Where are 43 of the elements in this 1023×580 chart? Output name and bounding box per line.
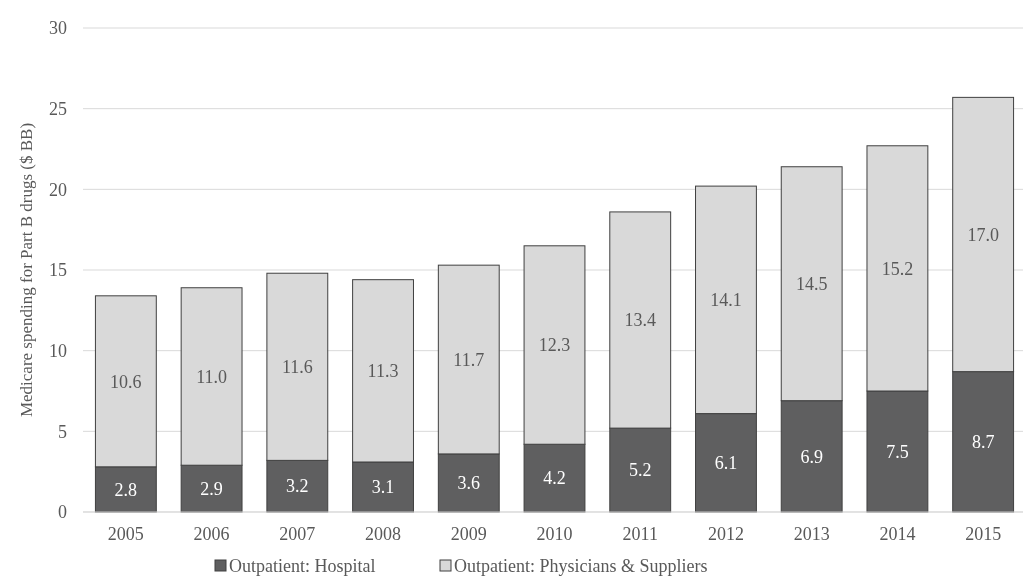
data-label: 6.9 — [800, 446, 823, 467]
x-tick-label: 2007 — [279, 524, 316, 544]
data-label: 14.5 — [795, 274, 828, 295]
y-tick-label: 30 — [49, 18, 67, 39]
data-label: 5.2 — [628, 460, 652, 481]
data-label: 11.6 — [281, 357, 313, 378]
x-tick-label: 2015 — [965, 524, 1002, 544]
data-label: 11.3 — [367, 361, 399, 382]
x-tick-label: 2009 — [450, 524, 487, 544]
data-label: 11.7 — [453, 349, 485, 370]
y-tick-label: 0 — [58, 502, 67, 523]
y-tick-label: 20 — [49, 179, 67, 200]
legend-label: Outpatient: Physicians & Suppliers — [454, 556, 708, 576]
x-tick-label: 2013 — [793, 524, 830, 544]
data-label: 6.1 — [714, 453, 738, 474]
data-label: 3.6 — [457, 473, 481, 494]
data-label: 2.8 — [114, 479, 138, 500]
x-tick-label: 2008 — [365, 524, 402, 544]
data-label: 7.5 — [886, 441, 909, 462]
y-tick-label: 5 — [58, 421, 67, 442]
y-tick-label: 10 — [49, 340, 67, 361]
data-label: 2.9 — [200, 478, 223, 499]
x-tick-label: 2006 — [193, 524, 230, 544]
data-label: 4.2 — [543, 468, 566, 489]
x-tick-label: 2011 — [622, 524, 658, 544]
data-label: 10.6 — [110, 371, 142, 392]
legend-label: Outpatient: Hospital — [229, 556, 376, 576]
x-tick-label: 2005 — [107, 524, 144, 544]
data-label: 15.2 — [881, 258, 914, 279]
y-tick-label: 25 — [49, 98, 67, 119]
data-label: 8.7 — [971, 432, 995, 453]
data-label: 17.0 — [967, 224, 999, 245]
x-tick-label: 2012 — [707, 524, 744, 544]
data-label: 13.4 — [624, 310, 656, 331]
data-label: 3.2 — [286, 476, 309, 497]
data-label: 14.1 — [710, 290, 742, 311]
data-label: 3.1 — [371, 477, 395, 498]
x-tick-label: 2014 — [879, 524, 916, 544]
data-label: 12.3 — [538, 335, 571, 356]
data-label: 11.0 — [196, 366, 228, 387]
y-axis-title: Medicare spending for Part B drugs ($ BB) — [17, 122, 36, 418]
x-tick-label: 2010 — [536, 524, 573, 544]
y-tick-label: 15 — [49, 260, 67, 281]
